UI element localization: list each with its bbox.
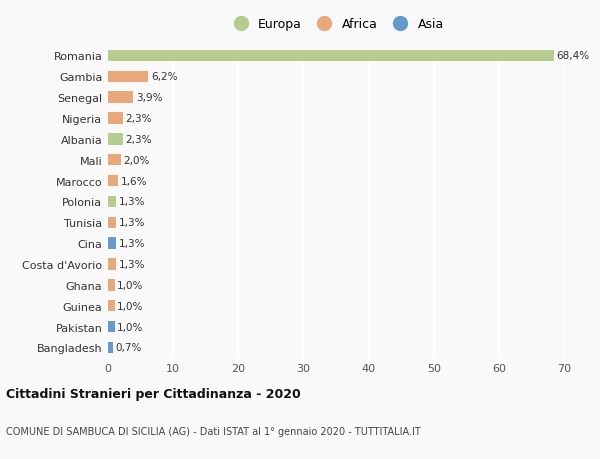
Bar (108, 50, 554, 62)
Text: 68,4%: 68,4% (556, 51, 589, 62)
Bar (108, 217, 116, 229)
Text: 1,3%: 1,3% (119, 197, 146, 207)
Text: 1,3%: 1,3% (119, 259, 146, 269)
Bar (108, 238, 116, 249)
Text: 1,0%: 1,0% (117, 322, 143, 332)
Bar (108, 92, 133, 104)
Bar (108, 134, 123, 145)
Text: 1,3%: 1,3% (119, 218, 146, 228)
Bar (108, 155, 121, 166)
Bar (108, 175, 118, 187)
Text: 2,0%: 2,0% (124, 155, 150, 165)
Bar (108, 72, 148, 83)
Text: 1,0%: 1,0% (117, 301, 143, 311)
Bar (108, 300, 115, 312)
Bar (108, 280, 115, 291)
Bar (108, 321, 115, 332)
Text: COMUNE DI SAMBUCA DI SICILIA (AG) - Dati ISTAT al 1° gennaio 2020 - TUTTITALIA.I: COMUNE DI SAMBUCA DI SICILIA (AG) - Dati… (6, 426, 421, 436)
Text: 0,7%: 0,7% (115, 342, 142, 353)
Text: 2,3%: 2,3% (125, 134, 152, 145)
Text: 3,9%: 3,9% (136, 93, 163, 103)
Bar (108, 196, 116, 207)
Text: 1,6%: 1,6% (121, 176, 148, 186)
Bar (108, 113, 123, 124)
Text: 6,2%: 6,2% (151, 72, 178, 82)
Bar (108, 342, 113, 353)
Text: 2,3%: 2,3% (125, 114, 152, 124)
Text: 1,0%: 1,0% (117, 280, 143, 290)
Text: Cittadini Stranieri per Cittadinanza - 2020: Cittadini Stranieri per Cittadinanza - 2… (6, 387, 301, 400)
Bar (108, 259, 116, 270)
Legend: Europa, Africa, Asia: Europa, Africa, Asia (226, 16, 446, 34)
Text: 1,3%: 1,3% (119, 239, 146, 249)
